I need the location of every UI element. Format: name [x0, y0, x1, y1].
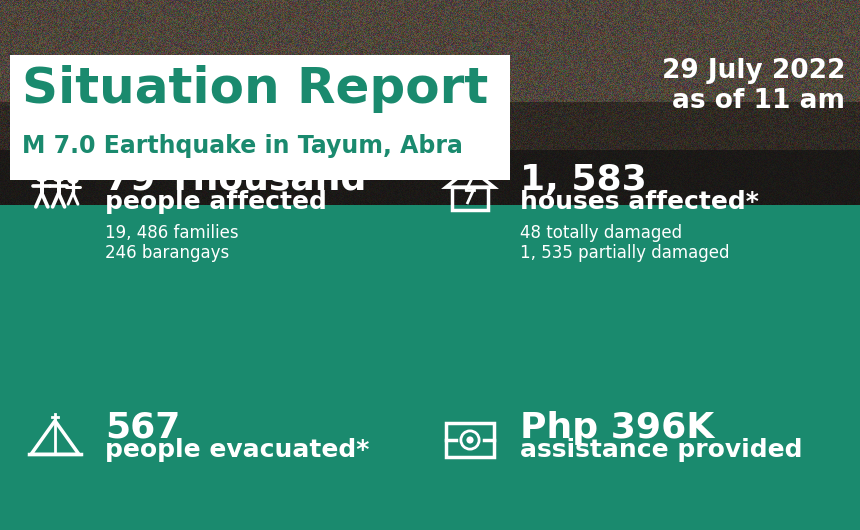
- Text: assistance provided: assistance provided: [520, 438, 802, 462]
- Text: M 7.0 Earthquake in Tayum, Abra: M 7.0 Earthquake in Tayum, Abra: [22, 134, 463, 158]
- Text: 567: 567: [105, 411, 181, 445]
- Bar: [446, 423, 494, 457]
- Text: 29 July 2022: 29 July 2022: [661, 58, 845, 84]
- Bar: [0, 150, 860, 205]
- Text: houses affected*: houses affected*: [520, 190, 759, 214]
- Circle shape: [466, 436, 474, 444]
- Text: 19, 486 families: 19, 486 families: [105, 224, 238, 242]
- Text: Php 396K: Php 396K: [520, 411, 715, 445]
- Text: Situation Report: Situation Report: [22, 65, 488, 113]
- Text: people evacuated*: people evacuated*: [105, 438, 370, 462]
- Text: 48 totally damaged: 48 totally damaged: [520, 224, 682, 242]
- Circle shape: [35, 168, 48, 181]
- Circle shape: [52, 168, 65, 181]
- Text: 79 Thousand: 79 Thousand: [105, 163, 366, 197]
- Text: as of 11 am: as of 11 am: [672, 88, 845, 114]
- Bar: [10, 55, 510, 180]
- Text: people affected: people affected: [105, 190, 327, 214]
- Bar: [0, 205, 860, 530]
- Text: 1, 583: 1, 583: [520, 163, 647, 197]
- Circle shape: [67, 172, 78, 183]
- Text: 246 barangays: 246 barangays: [105, 244, 230, 262]
- Text: 1, 535 partially damaged: 1, 535 partially damaged: [520, 244, 729, 262]
